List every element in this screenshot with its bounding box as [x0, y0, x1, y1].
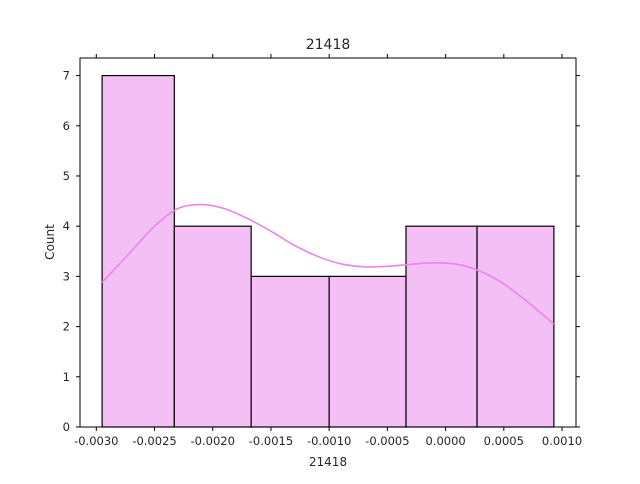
kde-line [101, 203, 555, 325]
kde-layer [101, 203, 555, 325]
x-tick-label: -0.0030 [74, 434, 118, 448]
y-tick-label: 1 [63, 370, 70, 384]
x-tick-label: 0.0000 [425, 434, 465, 448]
histogram-bar-3 [250, 275, 330, 428]
y-tick-label: 0 [63, 420, 70, 434]
y-tick-label: 5 [63, 169, 70, 183]
y-tick-label: 6 [63, 119, 70, 133]
x-tick-label: 0.0005 [484, 434, 524, 448]
x-tick-label: -0.0025 [132, 434, 176, 448]
plot-frame [79, 57, 577, 428]
x-axis-label: 21418 [309, 455, 347, 469]
histogram-bar-5 [405, 225, 478, 428]
axes-frame [79, 57, 577, 428]
chart-title: 21418 [306, 37, 351, 53]
histogram-bar-2 [173, 225, 252, 428]
x-tick-label: -0.0005 [365, 434, 409, 448]
x-tick-label: 0.0010 [542, 434, 582, 448]
y-axis-label: Count [43, 224, 57, 260]
histogram-bar-1 [101, 74, 175, 428]
x-tick-label: -0.0020 [191, 434, 235, 448]
y-tick-label: 3 [63, 269, 70, 283]
y-tick-label: 4 [63, 219, 70, 233]
bars-layer [101, 74, 555, 428]
ticks-layer: -0.0030 -0.0025 -0.0020 -0.0015 -0.0010 -0.00… [63, 54, 582, 448]
x-tick-label: -0.0010 [307, 434, 351, 448]
y-tick-label: 2 [63, 320, 70, 334]
y-tick-label: 7 [63, 69, 70, 83]
histogram-bar-6 [476, 225, 555, 428]
histogram-bar-4 [328, 275, 407, 428]
x-tick-label: -0.0015 [249, 434, 293, 448]
